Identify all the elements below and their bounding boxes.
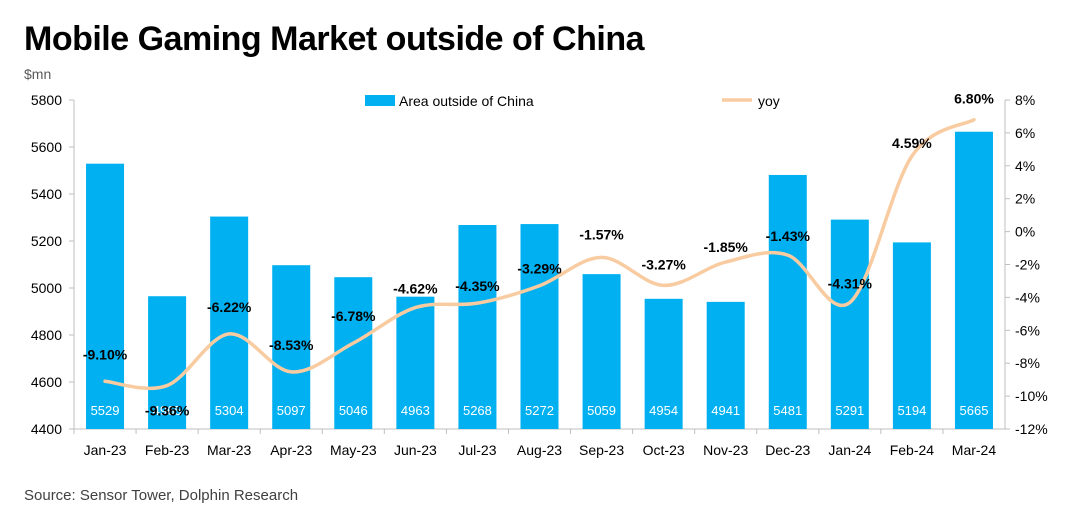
legend-bar-label: Area outside of China: [399, 93, 534, 109]
bar-Oct-23: [644, 298, 683, 429]
x-tick-label: Aug-23: [517, 442, 562, 458]
right-y-tick-label: 4%: [1015, 158, 1035, 174]
left-y-tick-label: 5800: [31, 92, 62, 108]
x-tick-label: Jul-23: [458, 442, 496, 458]
left-y-tick-label: 5000: [31, 280, 62, 296]
right-y-tick-label: -12%: [1015, 421, 1048, 437]
yoy-value-label: -9.10%: [83, 346, 128, 362]
yoy-value-label: -4.31%: [828, 275, 873, 291]
x-tick-label: Mar-23: [207, 442, 252, 458]
x-tick-label: Feb-24: [890, 442, 935, 458]
yoy-value-label: -6.22%: [207, 299, 252, 315]
bar-value-label: 5304: [215, 403, 244, 418]
left-y-tick-label: 4600: [31, 374, 62, 390]
bar-Jan-24: [830, 219, 869, 429]
bar-value-label: 5097: [277, 403, 306, 418]
bar-value-label: 5268: [463, 403, 492, 418]
x-tick-label: Jan-24: [828, 442, 871, 458]
bar-Mar-23: [210, 216, 249, 429]
left-y-tick-label: 5200: [31, 233, 62, 249]
bar-value-label: 4941: [711, 403, 740, 418]
x-tick-label: Jan-23: [84, 442, 127, 458]
bar-value-label: 5481: [773, 403, 802, 418]
bar-value-label: 4965: [153, 403, 182, 418]
bar-value-label: 5059: [587, 403, 616, 418]
bar-Feb-23: [148, 296, 187, 429]
legend-bar-swatch: [365, 95, 395, 106]
legend-line-label: yoy: [758, 93, 780, 109]
bar-value-label: 5529: [91, 403, 120, 418]
yoy-value-label: 6.80%: [954, 91, 994, 107]
yoy-value-label: -1.85%: [704, 239, 749, 255]
x-tick-label: Apr-23: [270, 442, 312, 458]
right-y-tick-label: -2%: [1015, 257, 1040, 273]
yoy-value-label: 4.59%: [892, 135, 932, 151]
bar-Jan-23: [86, 163, 125, 429]
x-tick-label: Jun-23: [394, 442, 437, 458]
left-y-tick-label: 5400: [31, 186, 62, 202]
bar-Jun-23: [396, 296, 435, 429]
chart-title: Mobile Gaming Market outside of China: [24, 20, 645, 58]
bar-value-label: 4954: [649, 403, 678, 418]
bar-Dec-23: [768, 174, 807, 429]
right-y-tick-label: 0%: [1015, 224, 1035, 240]
x-tick-label: May-23: [330, 442, 377, 458]
left-y-tick-label: 4400: [31, 421, 62, 437]
bar-Feb-24: [892, 242, 931, 429]
left-y-tick-label: 5600: [31, 139, 62, 155]
bar-Sep-23: [582, 274, 621, 429]
bar-Mar-24: [954, 131, 993, 429]
right-y-tick-label: -8%: [1015, 355, 1040, 371]
yoy-value-label: -3.27%: [641, 256, 686, 272]
bar-value-label: 5194: [897, 403, 926, 418]
yoy-value-label: -6.78%: [331, 308, 376, 324]
yoy-value-label: -4.35%: [455, 278, 500, 294]
x-tick-label: Nov-23: [703, 442, 748, 458]
x-tick-label: Mar-24: [952, 442, 997, 458]
bar-Aug-23: [520, 224, 559, 429]
right-y-tick-label: -10%: [1015, 388, 1048, 404]
yoy-value-label: -1.43%: [766, 228, 811, 244]
right-y-tick-label: 6%: [1015, 125, 1035, 141]
yoy-value-label: -1.57%: [579, 226, 624, 242]
x-tick-label: Sep-23: [579, 442, 624, 458]
right-y-tick-label: -6%: [1015, 322, 1040, 338]
yoy-value-label: -4.62%: [393, 281, 438, 297]
x-tick-label: Feb-23: [145, 442, 190, 458]
x-tick-label: Dec-23: [765, 442, 810, 458]
right-y-tick-label: 8%: [1015, 92, 1035, 108]
bar-Jul-23: [458, 225, 497, 429]
yoy-value-label: -3.29%: [517, 261, 562, 277]
right-y-tick-label: -4%: [1015, 289, 1040, 305]
yoy-value-label: -9.36%: [145, 403, 190, 419]
source-note: Source: Sensor Tower, Dolphin Research: [24, 487, 299, 504]
bar-value-label: 5665: [960, 403, 989, 418]
bar-value-label: 4963: [401, 403, 430, 418]
bar-Apr-23: [272, 265, 311, 429]
left-y-tick-label: 4800: [31, 327, 62, 343]
yoy-value-label: -8.53%: [269, 337, 314, 353]
left-axis-unit: $mn: [24, 66, 52, 82]
bar-value-label: 5272: [525, 403, 554, 418]
bar-May-23: [334, 277, 373, 429]
bar-Nov-23: [706, 301, 745, 429]
bar-value-label: 5291: [835, 403, 864, 418]
bar-value-label: 5046: [339, 403, 368, 418]
right-y-tick-label: 2%: [1015, 191, 1035, 207]
x-tick-label: Oct-23: [643, 442, 685, 458]
